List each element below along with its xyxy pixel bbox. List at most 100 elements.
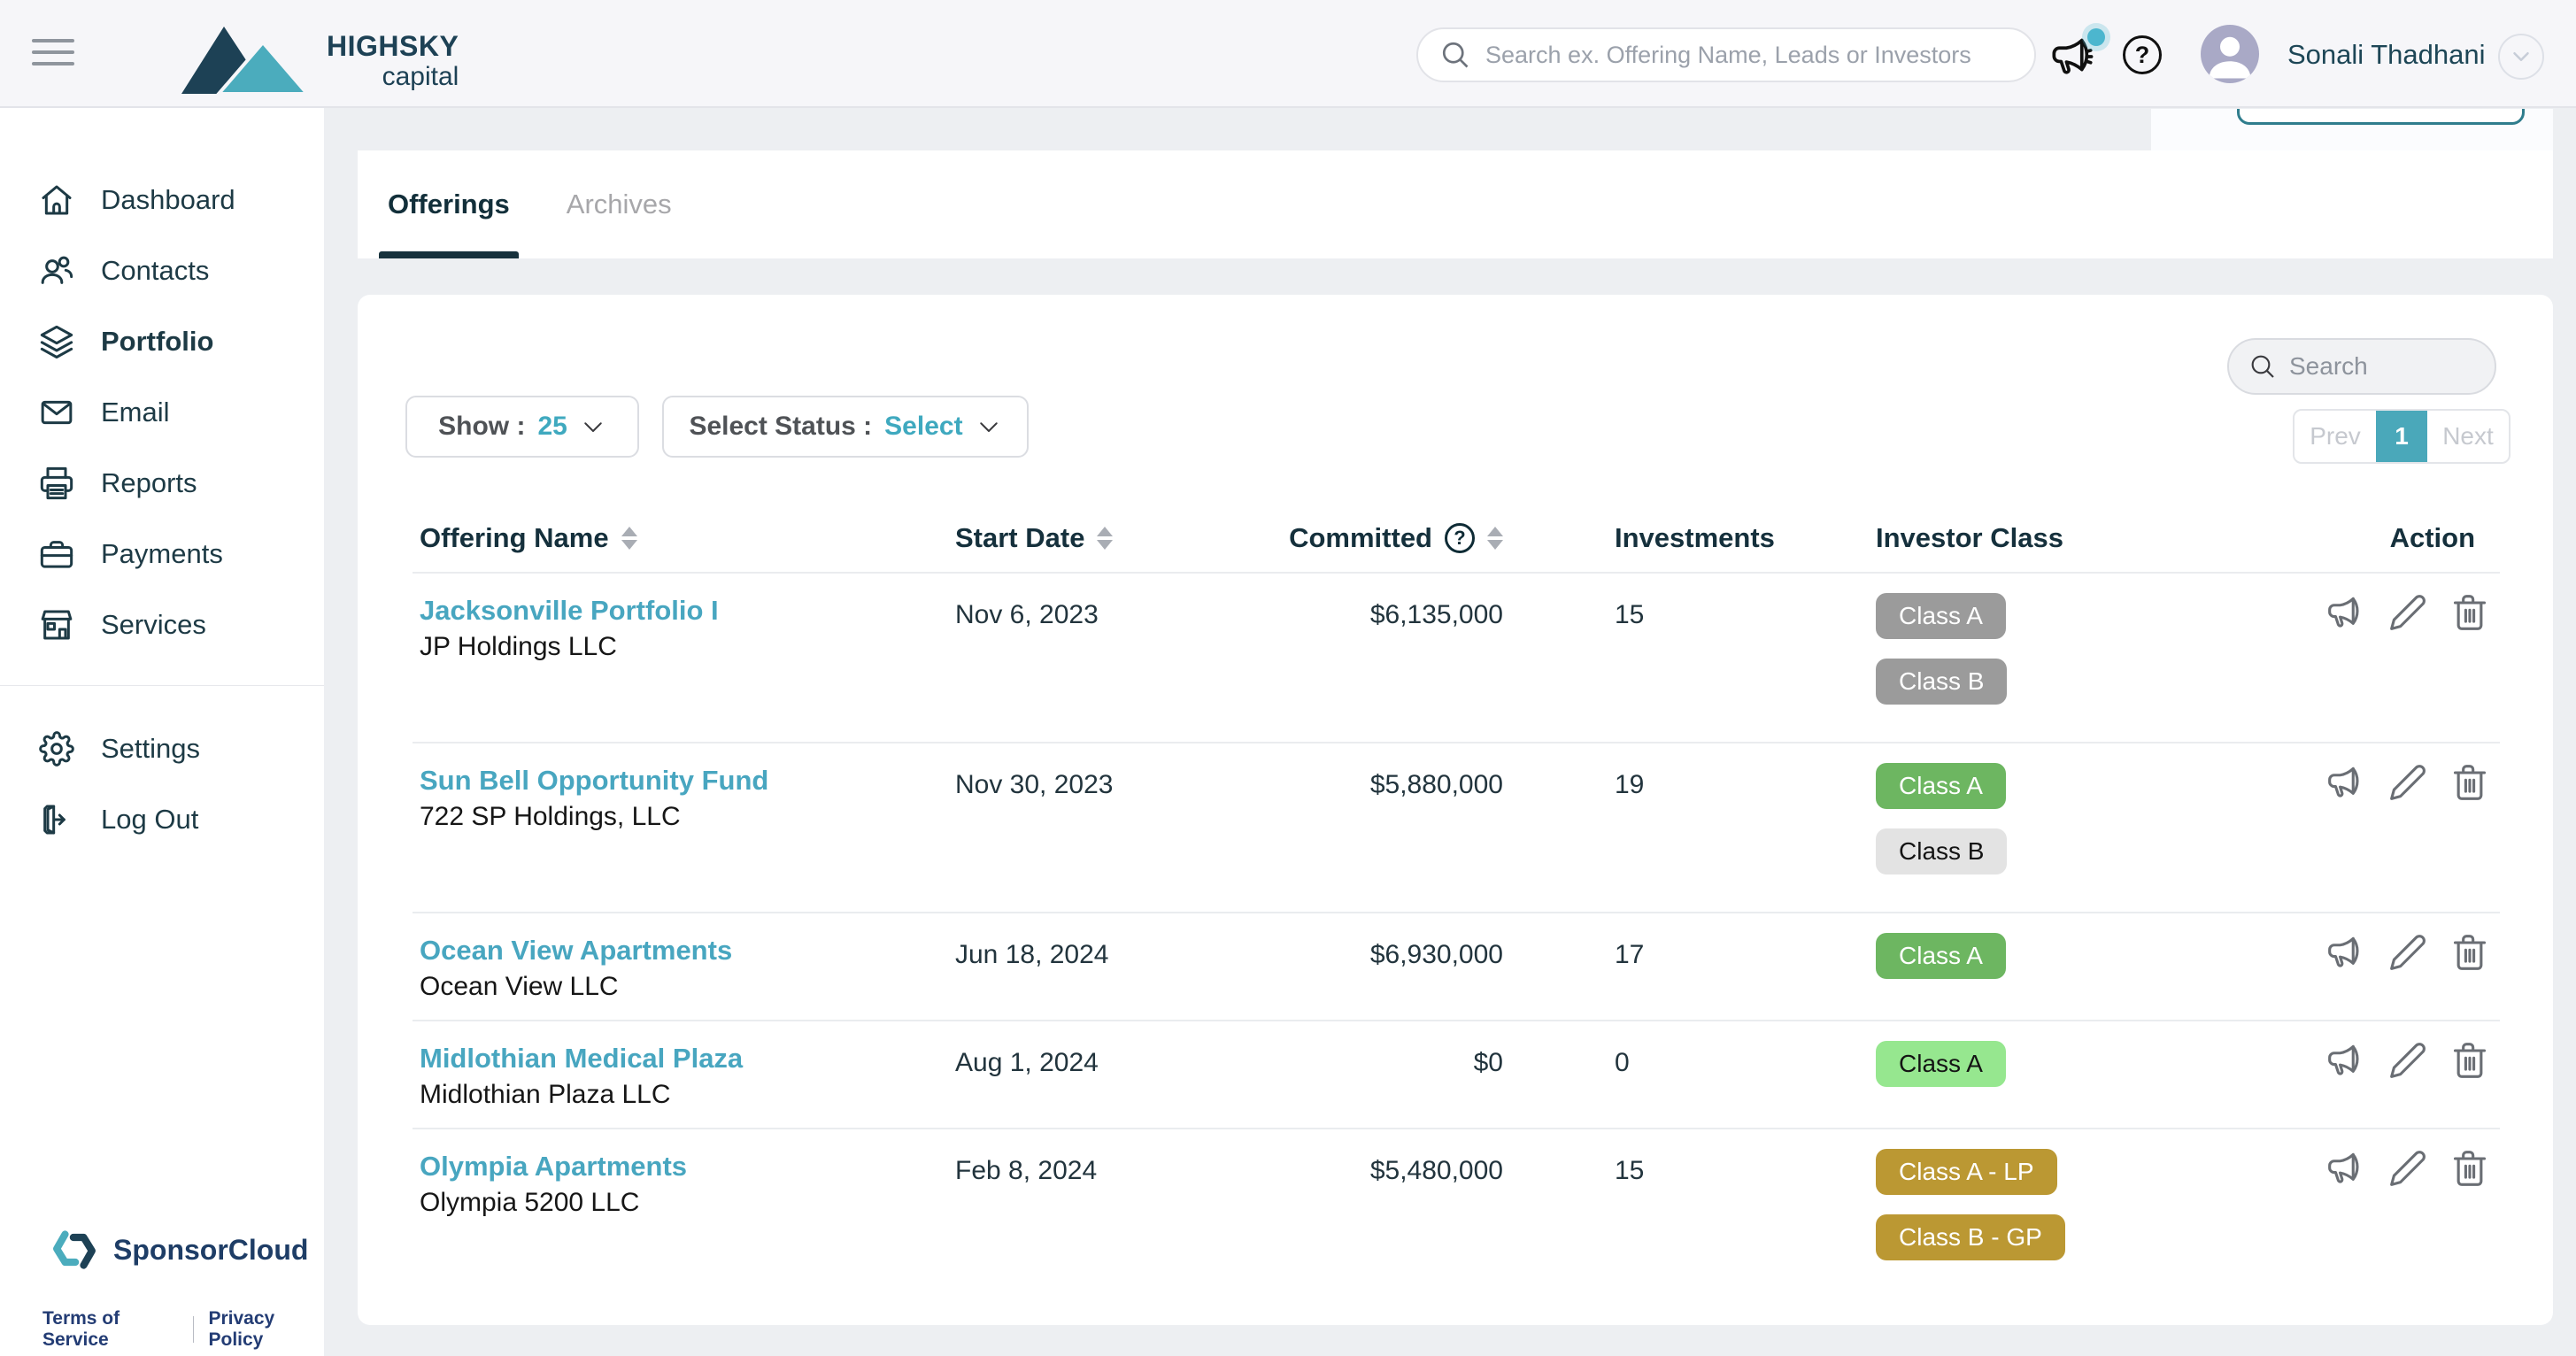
action-cell [2326, 1149, 2489, 1188]
sort-icon[interactable] [1487, 527, 1503, 550]
search-icon [2248, 352, 2277, 381]
start-date-cell: Jun 18, 2024 [955, 940, 1108, 970]
sidebar-item-reports[interactable]: Reports [0, 448, 324, 519]
sidebar-item-label: Services [101, 609, 206, 641]
tab-archives[interactable]: Archives [563, 150, 675, 258]
global-search-input[interactable] [1485, 42, 2013, 69]
edit-action-button[interactable] [2388, 763, 2427, 802]
investor-class-badge: Class A [1876, 933, 2006, 979]
user-menu-button[interactable] [2498, 34, 2544, 80]
investments-cell: 0 [1615, 1048, 1630, 1078]
offering-entity: Ocean View LLC [420, 972, 732, 1002]
logo-text: HIGHSKY capital [327, 32, 459, 90]
current-page[interactable]: 1 [2376, 411, 2427, 462]
create-offering-button[interactable] [2237, 109, 2525, 125]
col-investor-class: Investor Class [1876, 522, 2063, 554]
col-offering-name: Offering Name [420, 522, 637, 554]
offering-name-link[interactable]: Jacksonville Portfolio I [420, 595, 719, 627]
committed-cell: $5,880,000 [1236, 770, 1503, 800]
sidebar-item-services[interactable]: Services [0, 589, 324, 660]
offering-name-link[interactable]: Ocean View Apartments [420, 935, 732, 967]
pencil-icon [2388, 763, 2427, 802]
pagination: Prev 1 Next [2293, 409, 2510, 464]
global-search[interactable] [1416, 27, 2036, 82]
sidebar-item-label: Payments [101, 538, 223, 570]
offering-name-link[interactable]: Midlothian Medical Plaza [420, 1043, 743, 1075]
committed-cell: $6,135,000 [1236, 600, 1503, 630]
investments-cell: 15 [1615, 600, 1644, 630]
logo-line1: HIGHSKY [327, 32, 459, 60]
announce-action-button[interactable] [2326, 1149, 2365, 1188]
prev-page-button[interactable]: Prev [2294, 411, 2376, 462]
sidebar-item-logout[interactable]: Log Out [0, 784, 324, 855]
announce-action-button[interactable] [2326, 593, 2365, 632]
announce-action-button[interactable] [2326, 933, 2365, 972]
sidebar-divider [0, 685, 324, 686]
tab-offerings[interactable]: Offerings [384, 150, 513, 258]
investments-cell: 19 [1615, 770, 1644, 800]
offering-name-link[interactable]: Olympia Apartments [420, 1151, 687, 1183]
announce-action-button[interactable] [2326, 763, 2365, 802]
trash-icon [2450, 763, 2489, 802]
sidebar-item-label: Dashboard [101, 184, 235, 216]
sidebar-item-label: Settings [101, 733, 200, 765]
sidebar-item-payments[interactable]: Payments [0, 519, 324, 589]
sidebar-item-contacts[interactable]: Contacts [0, 235, 324, 306]
delete-action-button[interactable] [2450, 593, 2489, 632]
help-button[interactable]: ? [2123, 35, 2162, 74]
edit-action-button[interactable] [2388, 1041, 2427, 1080]
table-header: Offering Name Start Date Committed ? Inv… [413, 513, 2500, 572]
offerings-table: Offering Name Start Date Committed ? Inv… [413, 513, 2500, 1298]
investor-class-badge: Class A - LP [1876, 1149, 2057, 1195]
pencil-icon [2388, 933, 2427, 972]
tab-strip: Offerings Archives [358, 150, 2553, 258]
delete-action-button[interactable] [2450, 1041, 2489, 1080]
sponsorcloud-icon [50, 1225, 99, 1275]
avatar[interactable] [2201, 25, 2259, 83]
delete-action-button[interactable] [2450, 1149, 2489, 1188]
offering-name-link[interactable]: Sun Bell Opportunity Fund [420, 765, 768, 797]
table-search-input[interactable] [2289, 352, 2440, 381]
announce-action-button[interactable] [2326, 1041, 2365, 1080]
sidebar-item-dashboard[interactable]: Dashboard [0, 165, 324, 235]
investments-cell: 15 [1615, 1156, 1644, 1186]
col-start-date: Start Date [955, 522, 1113, 554]
announcements-button[interactable] [2050, 34, 2100, 80]
search-icon [1439, 39, 1471, 71]
edit-action-button[interactable] [2388, 593, 2427, 632]
col-label: Offering Name [420, 522, 609, 554]
edit-action-button[interactable] [2388, 1149, 2427, 1188]
edit-action-button[interactable] [2388, 933, 2427, 972]
help-icon[interactable]: ? [1445, 523, 1475, 553]
privacy-link[interactable]: Privacy Policy [208, 1308, 324, 1351]
company-logo[interactable]: HIGHSKY capital [181, 25, 459, 97]
delete-action-button[interactable] [2450, 933, 2489, 972]
col-action: Action [2390, 522, 2475, 554]
status-label: Select Status : [689, 412, 872, 442]
sidebar-item-settings[interactable]: Settings [0, 713, 324, 784]
terms-link[interactable]: Terms of Service [42, 1308, 179, 1351]
sidebar-item-portfolio[interactable]: Portfolio [0, 306, 324, 377]
investor-class-cell: Class A [1876, 1041, 2006, 1087]
trash-icon [2450, 1149, 2489, 1188]
delete-action-button[interactable] [2450, 763, 2489, 802]
sort-icon[interactable] [621, 527, 637, 550]
status-dropdown[interactable]: Select Status : Select [662, 396, 1029, 458]
status-value: Select [884, 412, 962, 442]
committed-cell: $0 [1236, 1048, 1503, 1078]
app-root: HIGHSKY capital ? Sonali Tha [0, 0, 2576, 1356]
sort-icon[interactable] [1097, 527, 1113, 550]
show-dropdown[interactable]: Show : 25 [405, 396, 639, 458]
sidebar: Dashboard Contacts Portfolio [0, 108, 324, 1356]
sponsorcloud-logo[interactable]: SponsorCloud [50, 1225, 308, 1275]
col-label: Investor Class [1876, 522, 2063, 554]
menu-icon[interactable] [32, 39, 74, 69]
table-row: Jacksonville Portfolio I JP Holdings LLC… [413, 572, 2500, 742]
table-search[interactable] [2227, 338, 2496, 395]
mail-icon [39, 395, 74, 430]
sidebar-item-email[interactable]: Email [0, 377, 324, 448]
user-name[interactable]: Sonali Thadhani [2287, 39, 2486, 71]
megaphone-icon [2326, 593, 2365, 632]
next-page-button[interactable]: Next [2427, 411, 2509, 462]
megaphone-icon [2326, 1041, 2365, 1080]
